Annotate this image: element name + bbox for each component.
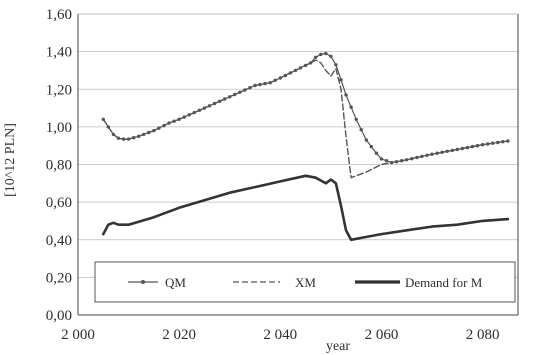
series-marker-qm [359, 128, 363, 132]
y-axis-label: [10^12 PLN] [3, 123, 18, 197]
series-marker-qm [329, 54, 333, 58]
tick-labels: 0,00 0,20 0,40 0,60 0,80 1,00 1,20 1,40 1,60 2 00… [46, 7, 500, 343]
series-marker-qm [440, 150, 444, 154]
x-tick-label: 2 080 [466, 327, 500, 343]
x-tick-label: 2 040 [263, 327, 297, 343]
legend-marker-qm [141, 280, 145, 284]
x-tick-label: 2 020 [162, 327, 196, 343]
y-tick-label: 0,20 [46, 270, 72, 286]
legend-label-qm: QM [165, 275, 186, 290]
x-tick-label: 2 060 [365, 327, 399, 343]
series-line-qm [102, 52, 509, 164]
axes [77, 13, 519, 316]
series-marker-qm [384, 159, 389, 163]
series-marker-qm [344, 93, 348, 97]
legend-label-xm: XM [295, 275, 316, 290]
x-tick-label: 2 000 [61, 327, 95, 343]
series-marker-qm [379, 157, 384, 161]
series-marker-qm [314, 55, 318, 59]
series-marker-qm [339, 78, 343, 82]
series-marker-qm [349, 105, 353, 109]
series-marker-qm [354, 117, 358, 122]
x-axis-label: year [326, 339, 350, 354]
y-tick-label: 0,60 [46, 195, 72, 211]
series-marker-qm [475, 144, 480, 148]
y-tick-label: 0,00 [46, 308, 72, 324]
series-marker-qm [374, 151, 379, 155]
series-line-demand [102, 174, 510, 242]
series-marker-qm [324, 51, 328, 56]
series-marker-qm [369, 144, 373, 149]
gridlines [78, 13, 518, 278]
y-tick-label: 1,60 [46, 7, 72, 23]
legend-box [94, 261, 516, 303]
legend: QM XM Demand for M [94, 261, 516, 303]
y-tick-label: 0,40 [46, 233, 72, 249]
legend-label-demand: Demand for M [405, 275, 483, 290]
y-tick-label: 0,80 [46, 158, 72, 174]
y-tick-label: 1,00 [46, 120, 72, 136]
y-tick-label: 1,40 [46, 45, 72, 61]
series-lines [101, 51, 510, 242]
series-marker-qm [319, 52, 323, 57]
y-tick-label: 1,20 [46, 82, 72, 98]
series-marker-qm [334, 63, 338, 67]
series-marker-qm [364, 138, 368, 142]
series-line-xm [102, 59, 509, 179]
